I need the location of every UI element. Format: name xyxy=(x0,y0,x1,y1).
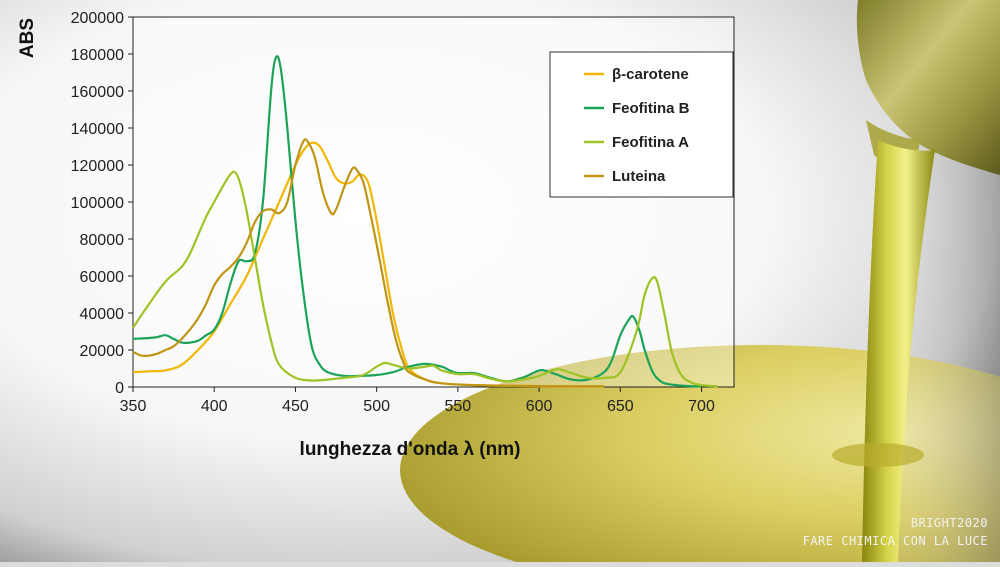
legend-box xyxy=(549,51,734,198)
series-line-feofitina-a xyxy=(132,170,718,388)
x-tick-label: 400 xyxy=(201,398,228,415)
x-tick-label: 650 xyxy=(607,398,634,415)
y-tick-label: 40000 xyxy=(80,306,125,323)
y-tick-label: 180000 xyxy=(71,47,124,64)
y-tick-label: 0 xyxy=(115,380,124,397)
y-tick-label: 20000 xyxy=(80,343,125,360)
y-tick-label: 200000 xyxy=(71,10,124,27)
x-tick-label: 350 xyxy=(120,398,147,415)
y-tick-label: 60000 xyxy=(80,269,125,286)
y-axis-title: ABS xyxy=(17,18,38,58)
x-tick-label: 450 xyxy=(282,398,309,415)
legend-label-feofitina-b: Feofitina B xyxy=(612,100,690,117)
y-tick-label: 100000 xyxy=(71,195,124,212)
series-line-feofitina-b xyxy=(132,55,702,388)
series-lines xyxy=(132,55,718,388)
x-tick-label: 500 xyxy=(363,398,390,415)
x-tick-label: 550 xyxy=(445,398,472,415)
y-axis-ticks: 0 20000 40000 60000 80000 100000 120000 140000 1… xyxy=(71,10,133,397)
watermark-line-2: FARE CHIMICA CON LA LUCE xyxy=(803,534,988,548)
legend: β-carotene Feofitina B Feofitina A Luteina xyxy=(549,51,734,198)
x-axis-ticks: 350 400 450 500 550 600 650 700 xyxy=(120,387,715,415)
watermark-line-1: BRIGHT2020 xyxy=(911,516,988,530)
y-tick-label: 140000 xyxy=(71,121,124,138)
series-line-luteina xyxy=(132,138,605,388)
legend-label-luteina: Luteina xyxy=(612,168,666,185)
y-tick-label: 80000 xyxy=(80,232,125,249)
y-tick-label: 120000 xyxy=(71,158,124,175)
x-tick-label: 600 xyxy=(526,398,553,415)
series-line-beta-carotene xyxy=(132,141,605,388)
x-axis-title: lunghezza d'onda λ (nm) xyxy=(300,439,521,460)
y-tick-label: 160000 xyxy=(71,84,124,101)
legend-label-beta-carotene: β-carotene xyxy=(612,66,689,83)
legend-label-feofitina-a: Feofitina A xyxy=(612,134,689,151)
x-tick-label: 700 xyxy=(688,398,715,415)
